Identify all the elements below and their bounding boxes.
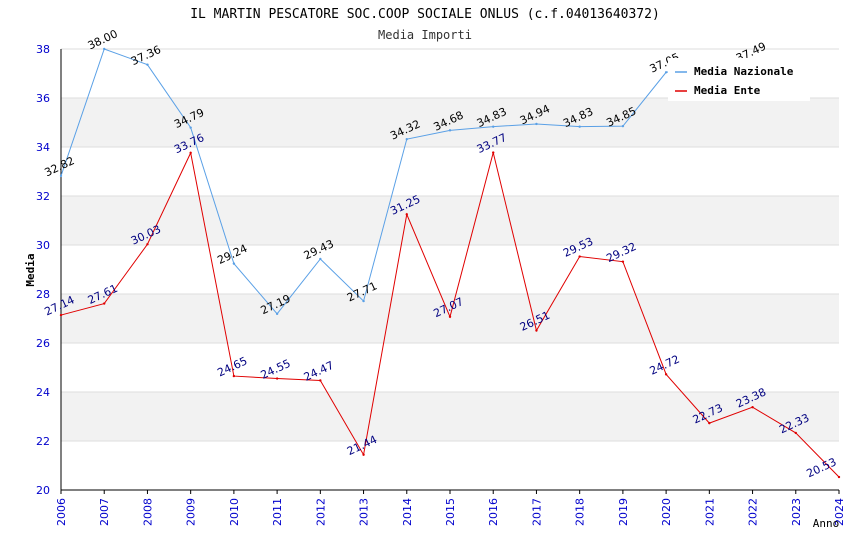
point-media-nazionale-2008 <box>146 63 149 66</box>
point-media-ente-2024 <box>837 475 841 479</box>
legend-box <box>668 58 810 101</box>
y-axis-label: Media <box>24 253 37 286</box>
point-media-nazionale-2019 <box>621 124 625 128</box>
data-label-media-ente-2010: 24.65 <box>215 354 249 379</box>
x-tick-label-2017: 2017 <box>530 498 543 526</box>
x-tick-label-2009: 2009 <box>185 498 198 526</box>
x-tick-label-2016: 2016 <box>487 498 500 526</box>
data-label-media-ente-2020: 24.72 <box>648 353 682 378</box>
point-media-nazionale-2007 <box>103 47 106 51</box>
data-label-media-nazionale-2006: 32.82 <box>42 154 76 179</box>
point-media-ente-2017 <box>535 329 538 332</box>
x-tick-label-2011: 2011 <box>271 498 284 526</box>
point-media-nazionale-2013 <box>362 299 365 303</box>
x-tick-label-2020: 2020 <box>660 498 673 526</box>
band-26 <box>61 294 839 343</box>
point-media-ente-2007 <box>103 302 106 305</box>
point-media-nazionale-2011 <box>275 312 279 316</box>
x-tick-label-2008: 2008 <box>141 498 154 526</box>
x-axis-label: Anno <box>813 517 840 530</box>
point-media-ente-2012 <box>319 379 322 382</box>
point-media-nazionale-2009 <box>189 126 192 129</box>
legend: Media Nazionale Media Ente <box>668 58 810 101</box>
x-tick-label-2021: 2021 <box>703 498 716 526</box>
point-media-ente-2006 <box>59 313 63 317</box>
x-tick-labels: 2006 2007 2008 2009 2010 2011 2012 2013 2014 2015… <box>55 498 846 526</box>
point-media-ente-2019 <box>621 260 625 263</box>
y-tick-label-34: 34 <box>36 141 50 154</box>
chart-subtitle: Media Importi <box>378 28 472 42</box>
band-30 <box>61 196 839 245</box>
point-media-ente-2009 <box>189 151 192 155</box>
point-media-nazionale-2020 <box>664 71 668 74</box>
point-media-nazionale-2006 <box>59 174 63 178</box>
x-tick-label-2019: 2019 <box>617 498 630 526</box>
background-bands <box>61 98 839 441</box>
x-tick-label-2023: 2023 <box>790 498 803 526</box>
point-media-ente-2011 <box>275 377 279 380</box>
point-media-nazionale-2012 <box>319 257 322 261</box>
y-tick-label-30: 30 <box>36 239 50 252</box>
point-media-nazionale-2010 <box>232 262 236 265</box>
x-tick-label-2018: 2018 <box>574 498 587 526</box>
x-tick-label-2006: 2006 <box>55 498 68 526</box>
x-tick-label-2022: 2022 <box>747 498 760 526</box>
x-tick-label-2007: 2007 <box>98 498 111 526</box>
x-tick-label-2010: 2010 <box>228 498 241 526</box>
point-media-ente-2013 <box>362 453 365 456</box>
x-tick-label-2015: 2015 <box>444 498 457 526</box>
point-media-ente-2022 <box>751 405 754 409</box>
y-tick-label-24: 24 <box>36 386 50 399</box>
band-22 <box>61 392 839 441</box>
point-media-ente-2008 <box>146 243 149 246</box>
point-media-ente-2010 <box>232 374 236 378</box>
band-34 <box>61 98 839 147</box>
point-media-ente-2015 <box>448 315 452 318</box>
point-media-ente-2018 <box>578 255 581 258</box>
data-label-media-nazionale-2010: 29.24 <box>215 242 249 267</box>
y-tick-label-26: 26 <box>36 337 50 350</box>
y-tick-label-28: 28 <box>36 288 50 301</box>
x-tick-label-2012: 2012 <box>314 498 327 526</box>
x-tick-label-2013: 2013 <box>358 498 371 526</box>
series-lines <box>59 47 841 479</box>
point-media-nazionale-2014 <box>405 137 408 141</box>
legend-label-media-ente: Media Ente <box>694 84 761 97</box>
y-tick-label-22: 22 <box>36 435 50 448</box>
series-line-media-nazionale <box>60 48 753 315</box>
y-tick-labels: 20 22 24 26 28 30 32 34 36 38 <box>36 43 50 497</box>
x-tick-label-2014: 2014 <box>401 498 414 526</box>
y-tick-label-38: 38 <box>36 43 50 56</box>
legend-label-media-nazionale: Media Nazionale <box>694 65 794 78</box>
x-tick-label-2024: 2024 <box>833 498 846 526</box>
point-media-nazionale-2016 <box>492 125 495 128</box>
point-media-ente-2021 <box>708 421 711 425</box>
point-media-nazionale-2018 <box>578 125 581 128</box>
axes <box>60 49 840 494</box>
point-media-nazionale-2017 <box>535 122 538 126</box>
y-tick-label-36: 36 <box>36 92 50 105</box>
point-media-ente-2020 <box>664 373 668 376</box>
point-media-nazionale-2015 <box>448 129 452 132</box>
y-tick-label-20: 20 <box>36 484 50 497</box>
point-media-ente-2014 <box>405 213 408 216</box>
chart-title: IL MARTIN PESCATORE SOC.COOP SOCIALE ONL… <box>190 7 660 22</box>
point-media-ente-2016 <box>492 151 495 154</box>
point-media-ente-2023 <box>794 431 797 435</box>
y-tick-label-32: 32 <box>36 190 50 203</box>
